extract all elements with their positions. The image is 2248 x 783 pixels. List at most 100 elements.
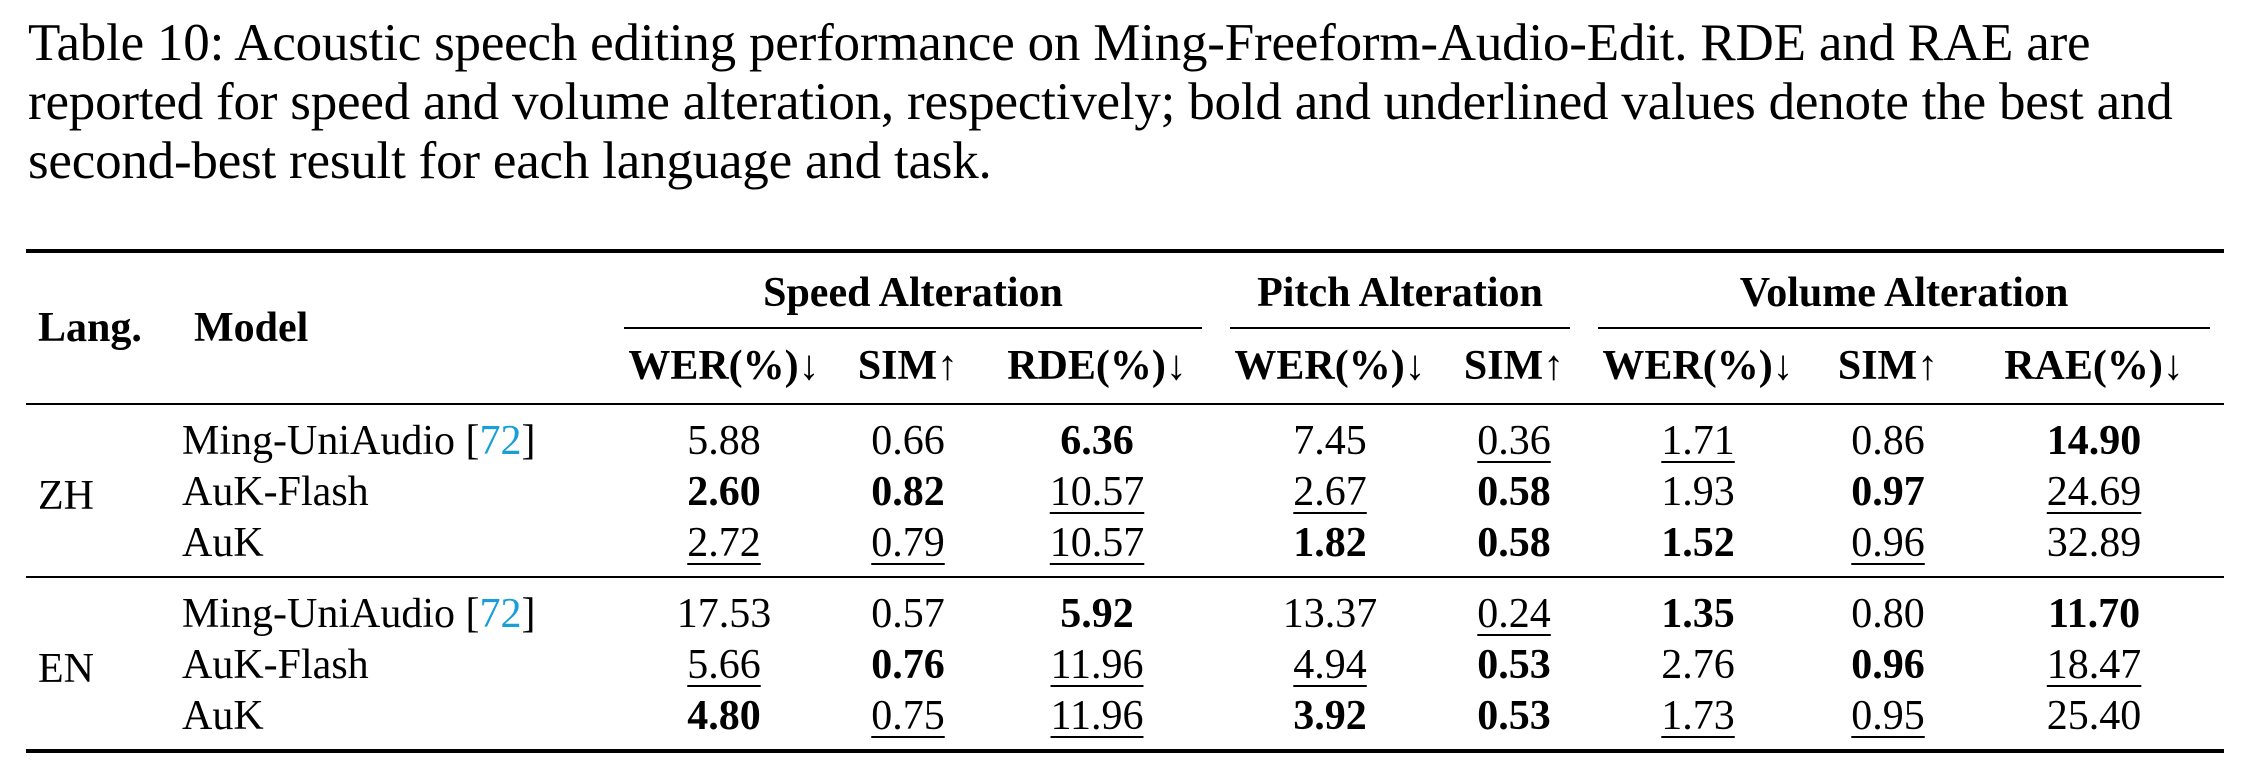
table-row: ZH Ming-UniAudio [72] 5.88 0.66 6.36 7.45 0.36… [26, 404, 2225, 519]
metric-value: 13.37 [1282, 590, 1378, 637]
metric-value: 10.57 [1049, 519, 1145, 566]
value-cell: 0.57 [838, 577, 978, 639]
metric-value: 1.82 [1293, 519, 1367, 566]
value-cell: 0.36 [1444, 404, 1584, 466]
metric-value: 0.95 [1851, 692, 1925, 739]
value-cell: 5.88 [610, 404, 838, 466]
metric-value: 0.86 [1851, 417, 1925, 464]
value-cell: 7.45 [1216, 404, 1444, 466]
results-table: Lang. Model Speed Alteration Pitch Alter… [26, 249, 2225, 753]
model-name: Ming-UniAudio [ [182, 590, 480, 637]
metric-value: 0.57 [871, 590, 945, 637]
value-cell: 0.58 [1444, 517, 1584, 577]
table-row: EN Ming-UniAudio [72] 17.53 0.57 5.92 13.37 0.… [26, 577, 2225, 692]
value-cell: 0.95 [1812, 690, 1964, 751]
table-row: AuK-Flash 5.66 0.76 11.96 4.94 0.53 2.76 0.96 18… [26, 639, 2224, 690]
value-cell: 1.35 [1584, 577, 1812, 639]
metric-value: 6.36 [1060, 417, 1134, 464]
value-cell: 0.53 [1444, 639, 1584, 690]
value-cell: 0.66 [838, 404, 978, 466]
value-cell: 0.53 [1444, 690, 1584, 751]
value-cell: 5.66 [610, 639, 838, 690]
metric-value: 0.96 [1851, 641, 1925, 688]
table-row: AuK-Flash 2.60 0.82 10.57 2.67 0.58 1.93 0.97 24… [26, 466, 2224, 517]
value-cell: 14.90 [1964, 404, 2224, 466]
model-name: AuK-Flash [182, 468, 369, 515]
metric-value: 7.45 [1293, 417, 1367, 464]
metric-value: 5.92 [1060, 590, 1134, 637]
value-cell: 17.53 [610, 577, 838, 639]
metric-value: 11.96 [1050, 692, 1144, 739]
metric-value: 1.35 [1661, 590, 1735, 637]
value-cell: 0.86 [1812, 404, 1964, 466]
metric-value: 0.66 [871, 417, 945, 464]
value-cell: 1.93 [1584, 466, 1812, 517]
metric-value: 32.89 [2046, 519, 2142, 566]
table-caption: Table 10: Acoustic speech editing perfor… [28, 14, 2173, 190]
model-cell: Ming-UniAudio [72] [182, 577, 610, 639]
metric-value: 1.52 [1661, 519, 1735, 566]
metric-value: 1.71 [1661, 417, 1735, 464]
model-name: AuK [182, 692, 264, 739]
metric-value: 0.58 [1477, 519, 1551, 566]
metric-value: 11.96 [1050, 641, 1144, 688]
header-lang: Lang. [38, 305, 142, 351]
metric-value: 2.72 [687, 519, 761, 566]
metric-value: 18.47 [2046, 641, 2142, 688]
value-cell: 0.76 [838, 639, 978, 690]
metric-value: 25.40 [2046, 692, 2142, 739]
value-cell: 10.57 [978, 466, 1216, 517]
value-cell: 10.57 [978, 517, 1216, 577]
metric-value: 0.80 [1851, 590, 1925, 637]
metric-value: 0.76 [871, 641, 945, 688]
value-cell: 2.60 [610, 466, 838, 517]
value-cell: 2.76 [1584, 639, 1812, 690]
lang-cell: EN [38, 645, 94, 692]
citation-bracket: ] [521, 417, 536, 464]
model-name: AuK [182, 519, 264, 566]
value-cell: 3.92 [1216, 690, 1444, 751]
table-row: AuK 2.72 0.79 10.57 1.82 0.58 1.52 0.96 32.89 [26, 517, 2224, 577]
metric-value: 0.36 [1477, 417, 1551, 464]
value-cell: 1.82 [1216, 517, 1444, 577]
metric-value: 0.75 [871, 692, 945, 739]
metric-value: 2.60 [687, 468, 761, 515]
value-cell: 0.97 [1812, 466, 1964, 517]
metric-value: 0.58 [1477, 468, 1551, 515]
metric-value: 10.57 [1049, 468, 1145, 515]
metric-value: 5.88 [687, 417, 761, 464]
lang-cell: ZH [38, 472, 94, 519]
metric-value: 0.97 [1851, 468, 1925, 515]
metric-value: 24.69 [2046, 468, 2142, 515]
citation-link[interactable]: 72 [479, 590, 522, 637]
value-cell: 32.89 [1964, 517, 2224, 577]
metric-value: 1.93 [1661, 468, 1735, 515]
value-cell: 11.70 [1964, 577, 2224, 639]
value-cell: 0.24 [1444, 577, 1584, 639]
citation-link[interactable]: 72 [479, 417, 522, 464]
metric-value: 2.76 [1661, 641, 1735, 688]
value-cell: 5.92 [978, 577, 1216, 639]
value-cell: 0.96 [1812, 517, 1964, 577]
model-name: Ming-UniAudio [ [182, 417, 480, 464]
model-cell: AuK [182, 517, 610, 577]
value-cell: 24.69 [1964, 466, 2224, 517]
header-metric: WER(%)↓ [628, 343, 820, 389]
header-group-speed: Speed Alteration [610, 251, 1216, 329]
metric-value: 14.90 [2046, 417, 2142, 464]
metric-value: 0.82 [871, 468, 945, 515]
metric-value: 4.94 [1293, 641, 1367, 688]
metric-value: 0.79 [871, 519, 945, 566]
metric-value: 0.24 [1477, 590, 1551, 637]
metric-value: 11.70 [2047, 590, 2141, 637]
value-cell: 0.96 [1812, 639, 1964, 690]
header-metric-row: WER(%)↓ SIM↑ RDE(%)↓ WER(%)↓ SIM↑ WER(%)↓ SIM↑… [26, 329, 2224, 404]
metric-value: 17.53 [676, 590, 772, 637]
metric-value: 2.67 [1293, 468, 1367, 515]
value-cell: 1.71 [1584, 404, 1812, 466]
model-cell: AuK-Flash [182, 639, 610, 690]
header-group-row: Lang. Model Speed Alteration Pitch Alter… [26, 251, 2225, 351]
model-cell: Ming-UniAudio [72] [182, 404, 610, 466]
citation-bracket: ] [521, 590, 536, 637]
value-cell: 0.82 [838, 466, 978, 517]
